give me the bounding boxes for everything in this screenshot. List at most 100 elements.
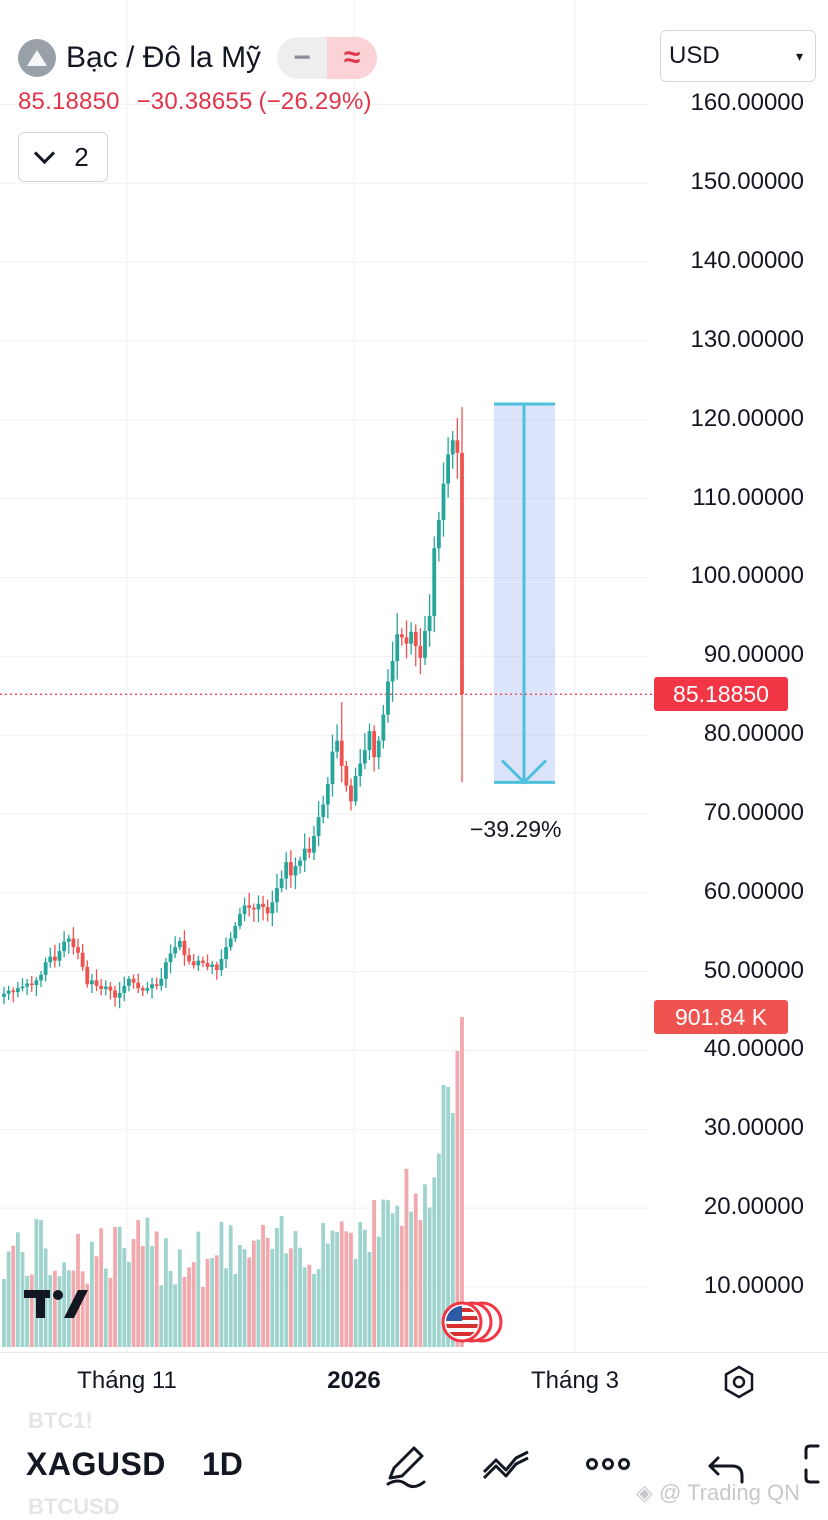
- volume-bar: [205, 1258, 210, 1347]
- price-axis-label: 80.00000: [703, 720, 804, 748]
- volume-bar: [80, 1271, 85, 1347]
- candle-body: [57, 951, 62, 961]
- candle-body: [191, 961, 196, 966]
- candle-body: [339, 740, 344, 766]
- price-axis-label: 20.00000: [703, 1193, 804, 1221]
- candle-body: [279, 878, 284, 889]
- ghost-symbol-prev: BTC1!: [28, 1408, 93, 1433]
- volume-bar: [436, 1153, 441, 1347]
- candle-body: [353, 776, 358, 802]
- volume-bar: [145, 1217, 150, 1347]
- candle-body: [66, 938, 71, 942]
- interval-selector[interactable]: 1D: [202, 1446, 243, 1482]
- currency-select[interactable]: USD ▾: [660, 30, 816, 82]
- volume-bar: [242, 1249, 247, 1347]
- candle-body: [270, 902, 275, 914]
- candle-body: [404, 637, 409, 644]
- volume-bar: [349, 1232, 353, 1347]
- candle-body: [131, 978, 136, 983]
- candle-body: [247, 905, 252, 908]
- candle-body: [136, 982, 141, 989]
- candle-body: [251, 907, 256, 910]
- trend-lines-icon[interactable]: [480, 1438, 532, 1490]
- candle-body: [187, 955, 191, 962]
- volume-bar: [238, 1244, 242, 1347]
- volume-bar: [39, 1220, 43, 1347]
- candle-body: [399, 634, 404, 638]
- candle-body: [275, 888, 279, 903]
- volume-bar: [376, 1236, 381, 1347]
- volume-bar: [325, 1243, 330, 1347]
- candle-body: [367, 731, 372, 751]
- volume-bar: [409, 1211, 414, 1347]
- candle-body: [293, 865, 298, 876]
- volume-bar: [395, 1205, 400, 1347]
- volume-bar: [344, 1231, 349, 1347]
- symbol-header[interactable]: Bạc / Đô la Mỹ − ≈: [18, 36, 378, 80]
- candle-body: [423, 631, 427, 658]
- candle-body: [177, 940, 182, 948]
- volume-bar: [154, 1231, 159, 1347]
- price-axis-label: 30.00000: [703, 1114, 804, 1142]
- us-event-flags-icon[interactable]: [440, 1300, 504, 1344]
- volume-bar: [275, 1227, 279, 1347]
- volume-bar: [455, 1051, 460, 1347]
- volume-bar: [164, 1238, 168, 1347]
- volume-bar: [288, 1248, 293, 1347]
- candle-body: [89, 980, 94, 985]
- candle-body: [11, 990, 16, 993]
- price-axis-label: 140.00000: [690, 247, 804, 275]
- volume-bar: [113, 1226, 117, 1347]
- chart-area[interactable]: Bạc / Đô la Mỹ − ≈ 85.18850 −30.38655 (−2…: [0, 0, 828, 1352]
- candle-body: [145, 988, 150, 991]
- candle-body: [358, 763, 363, 777]
- candle-body: [103, 986, 108, 989]
- indicators-count: 2: [74, 141, 89, 172]
- indicators-collapse-button[interactable]: 2: [18, 132, 108, 182]
- symbol-name[interactable]: Bạc / Đô la Mỹ: [66, 41, 262, 74]
- volume-bar: [11, 1245, 16, 1347]
- tradingview-logo[interactable]: [22, 1284, 90, 1322]
- volume-bar: [358, 1222, 363, 1347]
- candle-body: [43, 962, 48, 975]
- candle-body: [242, 905, 247, 915]
- price-change-percent: (−26.29%): [258, 88, 372, 115]
- chart-type-toggle[interactable]: − ≈: [277, 37, 378, 79]
- more-options-icon[interactable]: [582, 1438, 634, 1490]
- candle-body: [224, 947, 228, 960]
- price-axis-label: 110.00000: [692, 483, 804, 511]
- undo-icon[interactable]: [702, 1438, 754, 1490]
- price-axis-label: 160.00000: [690, 89, 804, 117]
- candle-body: [20, 986, 25, 989]
- candle-body: [390, 661, 395, 682]
- price-summary: 85.18850 −30.38655 (−26.29%): [18, 88, 382, 116]
- volume-bar: [224, 1268, 228, 1347]
- price-chart[interactable]: [0, 0, 828, 1352]
- pen-drawing-icon[interactable]: [380, 1438, 432, 1490]
- volume-bar: [427, 1207, 432, 1347]
- volume-bar: [367, 1251, 372, 1347]
- volume-bar: [339, 1221, 344, 1347]
- candle-body: [150, 984, 154, 989]
- candle-body: [80, 952, 85, 967]
- time-axis[interactable]: Tháng 11 2026 Tháng 3: [0, 1352, 828, 1409]
- candle-body: [460, 452, 464, 695]
- candle-body: [436, 519, 441, 549]
- measure-percent-label: −39.29%: [470, 816, 562, 842]
- volume-bar: [201, 1286, 205, 1347]
- silver-bars-icon: [18, 39, 56, 77]
- minus-icon[interactable]: −: [293, 41, 311, 74]
- candle-body: [302, 848, 307, 861]
- approx-wave-icon[interactable]: ≈: [327, 37, 378, 79]
- volume-bar: [256, 1239, 261, 1347]
- volume-bar: [353, 1259, 358, 1347]
- volume-bar: [233, 1273, 238, 1347]
- candle-body: [325, 784, 330, 805]
- last-price-badge: 85.18850: [654, 677, 788, 712]
- candle-body: [349, 785, 353, 802]
- time-label-nov: Tháng 11: [77, 1367, 177, 1394]
- settings-icon[interactable]: [722, 1365, 756, 1399]
- fullscreen-icon[interactable]: [798, 1438, 828, 1490]
- candle-body: [99, 985, 104, 989]
- symbol-selector[interactable]: XAGUSD: [26, 1446, 166, 1482]
